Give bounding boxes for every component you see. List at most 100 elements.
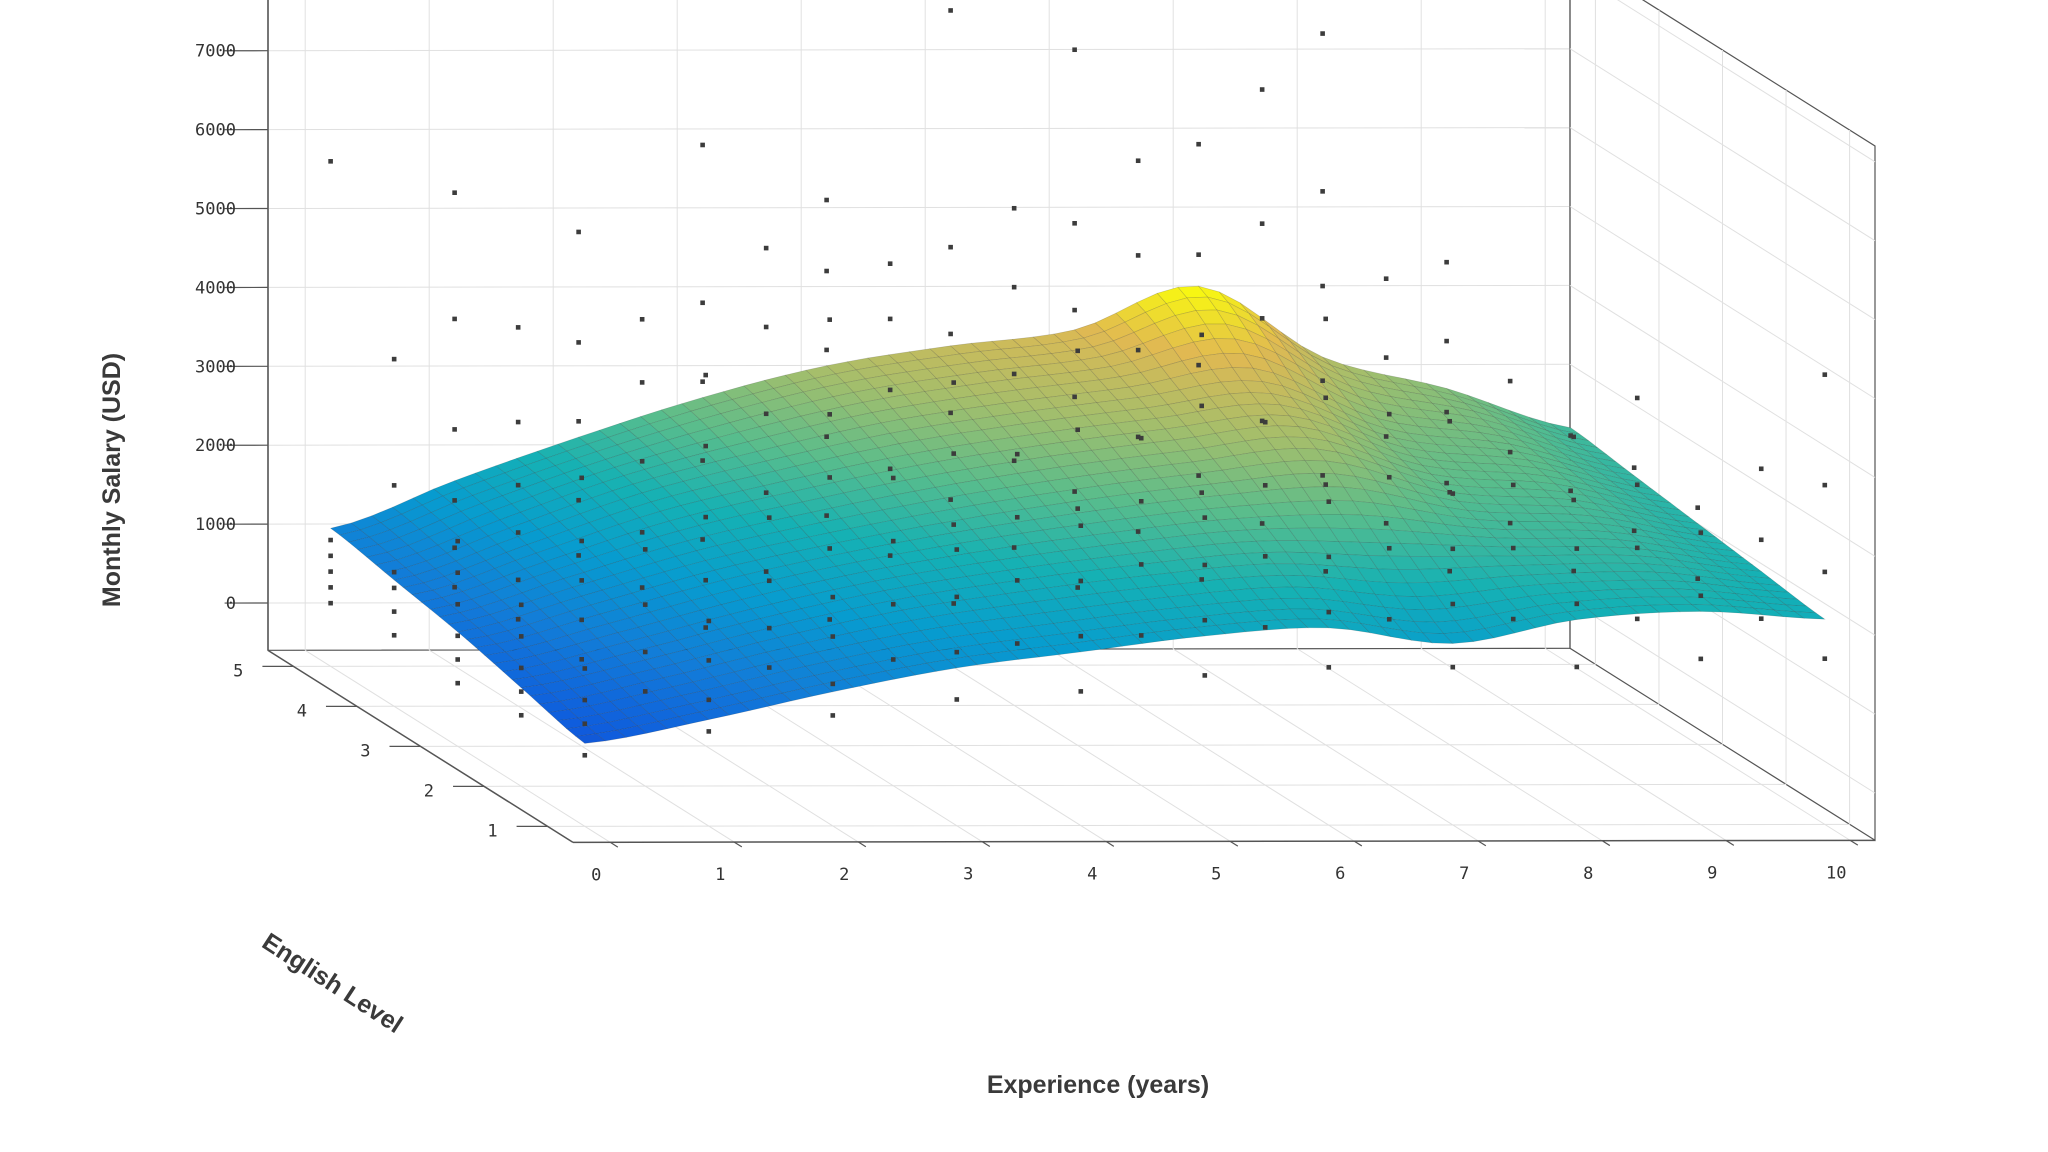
back-wall-z-grid-line	[267, 127, 1571, 131]
salary-data-point	[452, 545, 457, 551]
z-tick-label: 0	[226, 594, 236, 614]
salary-data-point	[1507, 378, 1513, 384]
salary-data-point	[1571, 568, 1576, 574]
x-tick-label: 9	[1707, 864, 1717, 884]
salary-data-point	[827, 317, 832, 322]
salary-data-point	[576, 497, 581, 503]
salary-data-point	[1323, 569, 1328, 574]
salary-data-point	[1072, 489, 1077, 494]
salary-data-point	[576, 340, 581, 345]
salary-data-point	[827, 617, 832, 622]
salary-data-point	[1196, 473, 1201, 478]
salary-data-point	[1135, 434, 1141, 440]
y-tick-label: 4	[297, 701, 307, 721]
z-tick-label: 7000	[195, 42, 236, 62]
salary-data-point	[518, 689, 524, 694]
salary-data-point	[890, 538, 896, 544]
salary-data-point	[1444, 409, 1449, 415]
salary-data-point	[951, 601, 956, 606]
salary-data-point	[948, 8, 953, 13]
salary-data-point	[954, 547, 960, 552]
salary-data-point	[1444, 480, 1449, 486]
salary-data-point	[1014, 578, 1020, 583]
salary-data-point	[1758, 537, 1764, 543]
salary-data-point	[1634, 545, 1640, 551]
salary-data-point	[1202, 673, 1208, 678]
salary-data-point	[1507, 449, 1513, 455]
salary-data-point	[1386, 474, 1392, 480]
salary-data-point	[951, 451, 956, 456]
salary-data-point	[582, 752, 588, 758]
x-tick-label: 3	[963, 865, 973, 885]
floor-y-grid-line	[484, 783, 1787, 787]
salary-data-point	[1822, 372, 1828, 377]
x-tick-mark	[981, 841, 991, 848]
x-tick-mark	[857, 841, 867, 848]
salary-data-point	[1011, 545, 1017, 550]
surface-patch	[1586, 450, 1617, 462]
salary-data-point	[1075, 427, 1080, 433]
salary-data-point	[703, 625, 708, 630]
floor-y-grid-line	[547, 823, 1850, 827]
salary-data-point	[515, 325, 521, 330]
salary-data-point	[703, 372, 708, 378]
salary-data-point	[582, 666, 588, 671]
salary-data-point	[642, 547, 648, 552]
salary-data-point	[455, 680, 460, 686]
salary-data-point	[1078, 578, 1084, 584]
salary-data-point	[706, 697, 712, 703]
salary-data-point	[948, 331, 953, 337]
salary-data-point	[1695, 576, 1700, 581]
salary-data-point	[1323, 482, 1328, 487]
salary-data-point	[1574, 546, 1580, 551]
salary-data-point	[1262, 554, 1268, 559]
salary-data-point	[455, 570, 460, 576]
x-tick-label: 6	[1335, 864, 1345, 884]
salary-data-point	[1698, 656, 1704, 662]
salary-data-point	[830, 634, 836, 639]
salary-data-point	[639, 530, 645, 535]
salary-data-point	[948, 497, 953, 502]
salary-data-point	[1011, 371, 1017, 377]
salary-data-point	[1383, 520, 1389, 526]
salary-data-point	[1323, 395, 1328, 401]
salary-data-point	[1320, 283, 1325, 289]
salary-data-point	[391, 569, 397, 575]
salary-data-point	[328, 569, 333, 574]
salary-data-point	[890, 475, 896, 481]
z-tick-label: 1000	[195, 515, 236, 535]
salary-data-point	[1326, 554, 1332, 560]
salary-data-point	[1014, 451, 1020, 457]
salary-data-point	[887, 316, 893, 322]
salary-data-point	[1138, 498, 1144, 504]
salary-data-point	[1323, 316, 1328, 322]
salary-data-point	[1758, 466, 1764, 472]
salary-data-point	[954, 697, 960, 702]
salary-data-point	[766, 625, 772, 631]
salary-data-point	[1571, 497, 1576, 503]
salary-data-point	[1078, 523, 1084, 529]
floor-y-grid-line	[420, 743, 1723, 747]
salary-data-point	[639, 380, 645, 385]
salary-data-point	[1822, 656, 1828, 661]
salary-data-point	[1447, 418, 1452, 424]
salary-data-point	[1320, 189, 1325, 194]
x-tick-mark	[1849, 839, 1859, 846]
salary-data-point	[1199, 332, 1204, 338]
salary-data-point	[518, 634, 524, 639]
salary-data-point	[1262, 483, 1268, 488]
salary-data-point	[703, 577, 708, 583]
salary-data-point	[1072, 394, 1077, 400]
salary-data-point	[700, 458, 705, 463]
salary-data-point	[1386, 545, 1392, 551]
salary-data-point	[1199, 490, 1204, 495]
salary-data-point	[455, 538, 460, 544]
salary-data-point	[1571, 434, 1576, 440]
salary-data-point	[1450, 601, 1456, 607]
salary-data-point	[642, 689, 648, 694]
salary-data-point	[1259, 221, 1265, 226]
salary-data-point	[1444, 338, 1449, 344]
salary-data-point	[1507, 520, 1513, 526]
salary-data-point	[700, 537, 705, 542]
salary-data-point	[455, 633, 460, 639]
